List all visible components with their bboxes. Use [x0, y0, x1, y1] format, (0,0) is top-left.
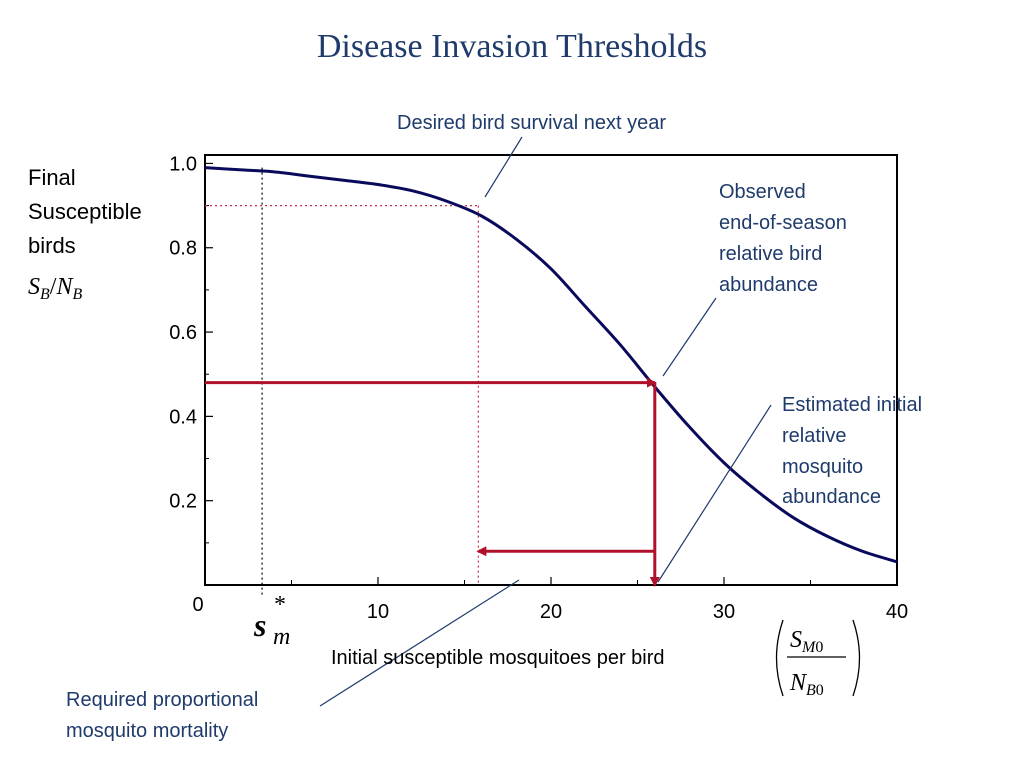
- s-star-letter: s: [253, 607, 266, 643]
- annotation-estimated: Estimated initial relative mosquito abun…: [782, 394, 928, 508]
- estimated-leader-line: [657, 404, 772, 583]
- y-label-line3: birds: [28, 233, 76, 258]
- s-star-sup: *: [274, 592, 286, 618]
- annotation-desired-survival: Desired bird survival next year: [397, 112, 666, 134]
- annotation-required: Required proportional mosquito mortality: [66, 689, 264, 742]
- required-leader-line: [319, 579, 520, 707]
- desired-leader-line: [484, 136, 523, 198]
- x-ratio-num-s: S: [790, 627, 802, 653]
- x-tick-label: 40: [886, 601, 908, 623]
- y-label-line2: Susceptible: [28, 199, 142, 224]
- y-tick-label: 0.4: [169, 406, 197, 428]
- y-tick-label: 0.6: [169, 322, 197, 344]
- annotation-estimated-line1: Estimated initial: [782, 394, 922, 416]
- x-ratio-left-paren: [775, 619, 784, 697]
- x-tick-label: 10: [367, 601, 389, 623]
- x-ratio-right-paren: [852, 619, 861, 697]
- observed-leader-line: [662, 297, 717, 377]
- y-label-line1: Final: [28, 165, 76, 190]
- y-tick-label: 0.2: [169, 491, 197, 513]
- y-tick-label: 0.8: [169, 238, 197, 260]
- annotation-estimated-line2: relative: [782, 425, 846, 447]
- annotation-observed-line4: abundance: [719, 274, 818, 296]
- annotation-observed-line1: Observed: [719, 181, 806, 203]
- x-tick-label: 20: [540, 601, 562, 623]
- x-ratio-num-sub: M: [801, 639, 817, 656]
- series-line: [204, 166, 898, 564]
- annotation-required-line1: Required proportional: [66, 689, 258, 711]
- s-star-sub: m: [273, 624, 290, 650]
- x-ratio-den-sub: B: [806, 682, 816, 699]
- x-axis-label: Initial susceptible mosquitoes per bird: [331, 647, 665, 669]
- x-ratio: SM0 NB0: [775, 619, 861, 699]
- x-ratio-den: NB0: [789, 670, 824, 699]
- annotation-estimated-line4: abundance: [782, 486, 881, 508]
- x-ratio-den-n: N: [789, 670, 808, 696]
- annotation-observed: Observed end-of-season relative bird abu…: [719, 181, 852, 296]
- annotation-required-line2: mosquito mortality: [66, 720, 228, 742]
- chart-title: Disease Invasion Thresholds: [316, 28, 708, 65]
- y-tick-label: 1.0: [169, 153, 197, 175]
- x-ratio-num-zero: 0: [815, 639, 823, 656]
- annotation-observed-line2: end-of-season: [719, 212, 847, 234]
- y-label-math-den-sub: B: [72, 286, 82, 303]
- annotation-observed-line3: relative bird: [719, 243, 822, 265]
- x-tick-label: 30: [713, 601, 735, 623]
- annotation-estimated-line3: mosquito: [782, 456, 863, 478]
- x-ratio-den-zero: 0: [816, 682, 824, 699]
- y-label-math-num-sub: B: [40, 286, 50, 303]
- x-tick-label: 0: [192, 594, 203, 616]
- y-label-math-num: S: [28, 274, 40, 300]
- y-label-math: SB/NB: [28, 274, 82, 303]
- y-label-math-den: N: [55, 274, 74, 300]
- x-ratio-num: SM0: [790, 627, 823, 656]
- y-label-math-slash: /: [50, 274, 57, 300]
